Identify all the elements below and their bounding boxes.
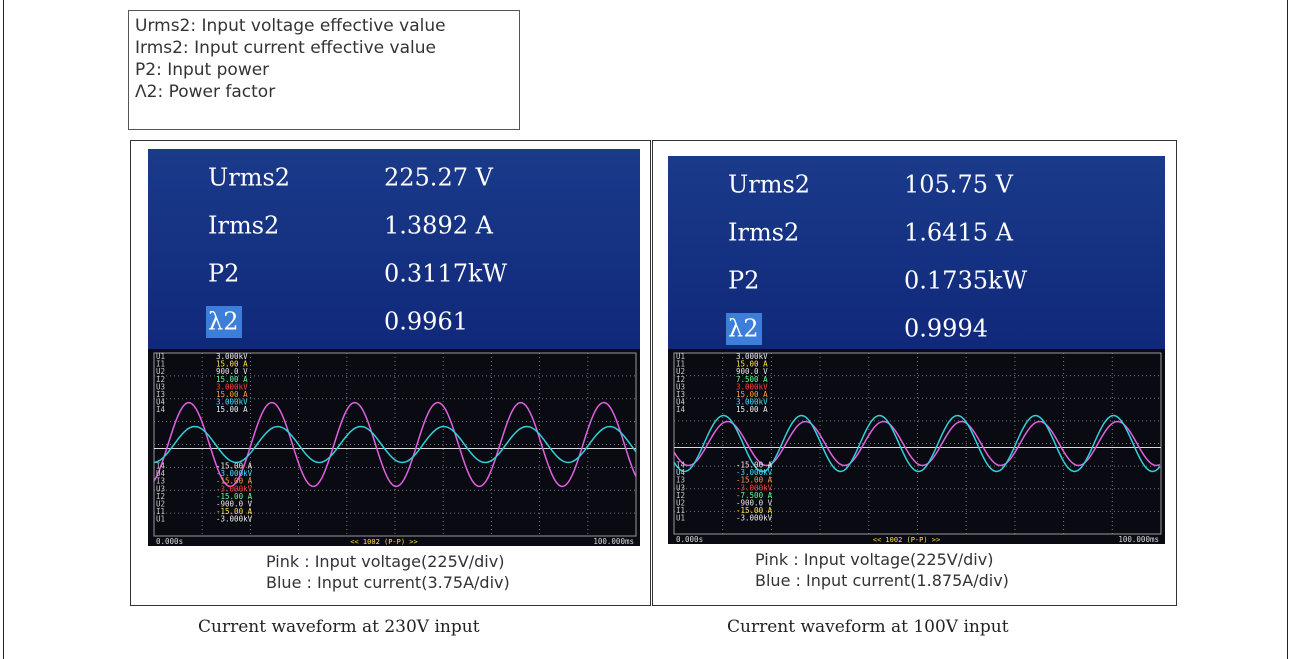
note-line: Blue : Input current(3.75A/div) [266, 572, 510, 593]
caption: Current waveform at 100V input [727, 617, 1009, 637]
analyzer-screen: Urms2 225.27 V Irms2 1.3892 A P2 0.3117kW λ2 0.… [148, 149, 640, 546]
note-line: Pink : Input voltage(225V/div) [266, 551, 510, 572]
note-line: Pink : Input voltage(225V/div) [755, 549, 1009, 570]
channel-name: U1 [156, 515, 165, 524]
reading-label: λ2 [728, 315, 758, 343]
page: {"legend": ["Urms2: Input voltage effect… [0, 0, 1292, 659]
legend-line: Λ2: Power factor [135, 81, 513, 103]
reading-label: Irms2 [208, 212, 279, 240]
note-line: Blue : Input current(1.875A/div) [755, 570, 1009, 591]
reading-label: Irms2 [728, 219, 799, 247]
panel: Urms2 225.27 V Irms2 1.3892 A P2 0.3117kW λ2 0.… [130, 140, 651, 606]
time-end: 100.000ms [1118, 535, 1159, 544]
panel: Urms2 105.75 V Irms2 1.6415 A P2 0.1735kW λ2 0.… [652, 140, 1177, 606]
channel-scale: -3.000kV [736, 514, 773, 523]
time-end: 100.000ms [593, 537, 634, 546]
reading-value: 0.3117kW [384, 260, 508, 288]
reading-value: 1.6415 A [904, 219, 1014, 247]
reading-value: 225.27 V [384, 164, 494, 192]
reading-label: P2 [728, 267, 759, 295]
notes: Pink : Input voltage(225V/div)Blue : Inp… [755, 549, 1009, 591]
reading-label: λ2 [208, 308, 238, 336]
channel-scale: 15.00 A [736, 405, 768, 414]
time-start: 0.000s [676, 535, 703, 544]
legend-line: P2: Input power [135, 59, 513, 81]
reading-label: P2 [208, 260, 239, 288]
analyzer-screen: Urms2 105.75 V Irms2 1.6415 A P2 0.1735kW λ2 0.… [668, 156, 1165, 544]
legend-line: Irms2: Input current effective value [135, 37, 513, 59]
reading-value: 0.9961 [384, 308, 468, 336]
reading-value: 0.9994 [904, 315, 988, 343]
channel-name: U1 [676, 514, 685, 523]
channel-scale: -3.000kV [216, 515, 253, 524]
channel-name: I4 [156, 405, 166, 414]
reading-value: 105.75 V [904, 171, 1014, 199]
reading-value: 0.1735kW [904, 267, 1028, 295]
legend-line: Urms2: Input voltage effective value [135, 15, 513, 37]
zoom-label: << 1002 (P-P) >> [873, 536, 940, 544]
channel-scale: 15.00 A [216, 405, 248, 414]
reading-label: Urms2 [208, 164, 290, 192]
reading-value: 1.3892 A [384, 212, 494, 240]
reading-label: Urms2 [728, 171, 810, 199]
notes: Pink : Input voltage(225V/div)Blue : Inp… [266, 551, 510, 593]
zoom-label: << 1002 (P-P) >> [350, 538, 417, 546]
time-start: 0.000s [156, 537, 183, 546]
channel-name: I4 [676, 405, 686, 414]
caption: Current waveform at 230V input [198, 617, 480, 637]
